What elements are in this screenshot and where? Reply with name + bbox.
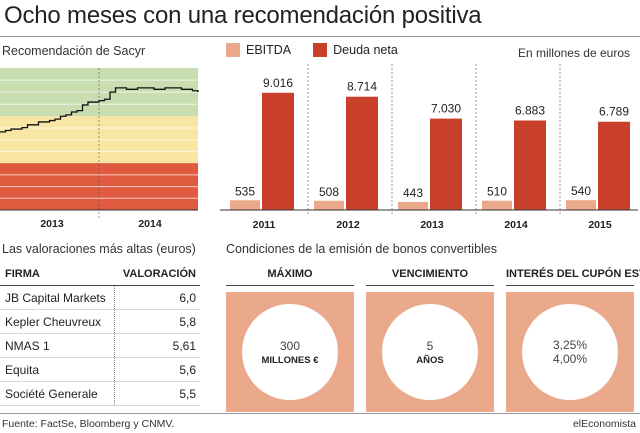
footer-divider bbox=[0, 413, 640, 414]
firm-cell: NMAS 1 bbox=[0, 333, 115, 358]
legend-swatch-debt bbox=[313, 43, 328, 57]
data-label-ebitda: 443 bbox=[403, 186, 423, 200]
data-label-ebitda: 508 bbox=[319, 185, 339, 199]
source-note: Fuente: FactSe, Bloomberg y CNMV. bbox=[2, 418, 175, 430]
data-label-ebitda: 540 bbox=[571, 184, 591, 198]
firm-cell: Equita bbox=[0, 357, 115, 382]
firm-cell: JB Capital Markets bbox=[0, 285, 115, 310]
data-label-debt: 6.883 bbox=[515, 104, 545, 118]
bar-debt-2014 bbox=[514, 120, 546, 210]
bar-ebitda-2015 bbox=[566, 200, 596, 210]
bond-card-box: 3,25% 4,00% bbox=[506, 292, 634, 412]
firm-cell: Société Generale bbox=[0, 381, 115, 406]
bar-chart-legend: EBITDA Deuda neta bbox=[226, 43, 412, 57]
legend-label-debt: Deuda neta bbox=[333, 43, 398, 57]
data-label-debt: 9.016 bbox=[263, 76, 293, 90]
valuation-cell: 5,8 bbox=[114, 309, 200, 334]
legend-item-debt: Deuda neta bbox=[313, 43, 398, 57]
legend-label-ebitda: EBITDA bbox=[246, 43, 292, 57]
x-tick-label: 2013 bbox=[420, 219, 444, 231]
x-tick-label: 2013 bbox=[40, 218, 64, 230]
x-tick-label: 2011 bbox=[253, 219, 276, 231]
valuations-table: FIRMA VALORACIÓN JB Capital Markets 6,0 … bbox=[0, 262, 200, 406]
page-title: Ocho meses con una recomendación positiv… bbox=[4, 2, 482, 29]
table-row: Kepler Cheuvreux 5,8 bbox=[0, 309, 200, 334]
firm-cell: Kepler Cheuvreux bbox=[0, 309, 115, 334]
bond-card-heading: VENCIMIENTO bbox=[366, 262, 494, 286]
sacyr-recommendation-chart: 2013 2014 bbox=[0, 68, 199, 230]
bond-card-coupon: INTERÉS DEL CUPÓN EST. 3,25% 4,00% bbox=[506, 262, 640, 412]
bar-ebitda-2014 bbox=[482, 200, 512, 210]
header-firm: FIRMA bbox=[0, 262, 115, 286]
data-label-debt: 8.714 bbox=[347, 80, 377, 94]
bar-debt-2011 bbox=[262, 92, 294, 210]
bond-card-circle: 300 MILLONES € bbox=[242, 304, 338, 400]
valuations-title: Las valoraciones más altas (euros) bbox=[2, 242, 196, 256]
sacyr-chart-title: Recomendación de Sacyr bbox=[2, 44, 146, 58]
valuation-cell: 5,6 bbox=[114, 357, 200, 382]
legend-swatch-ebitda bbox=[226, 43, 240, 57]
bond-card-value-2: 4,00% bbox=[552, 352, 588, 366]
valuation-cell: 5,5 bbox=[114, 381, 200, 406]
bond-card-box: 5 AÑOS bbox=[366, 292, 494, 412]
bond-card-value: 300 bbox=[279, 338, 301, 353]
data-label-ebitda: 510 bbox=[487, 185, 507, 199]
x-tick-label: 2014 bbox=[138, 218, 162, 230]
title-divider bbox=[0, 36, 640, 37]
table-row: Société Generale 5,5 bbox=[0, 381, 200, 406]
valuation-cell: 5,61 bbox=[114, 333, 200, 358]
table-row: NMAS 1 5,61 bbox=[0, 333, 200, 358]
bond-card-heading: MÁXIMO bbox=[226, 262, 354, 286]
data-label-debt: 6.789 bbox=[599, 105, 629, 119]
table-row: Equita 5,6 bbox=[0, 357, 200, 382]
valuations-header-row: FIRMA VALORACIÓN bbox=[0, 262, 200, 286]
x-tick-label: 2015 bbox=[588, 219, 612, 231]
bond-card-heading: INTERÉS DEL CUPÓN EST. bbox=[506, 262, 640, 286]
bar-debt-2015 bbox=[598, 121, 630, 210]
bond-card-value: 3,25% bbox=[552, 338, 588, 352]
x-tick-label: 2014 bbox=[504, 219, 528, 231]
ebitda-debt-bar-chart: 535 9.016 2011 508 8.714 2012 443 7.030 2013 510 6… bbox=[220, 64, 638, 231]
bond-card-maturity: VENCIMIENTO 5 AÑOS bbox=[366, 262, 494, 412]
header-valuation: VALORACIÓN bbox=[114, 262, 200, 286]
bond-card-unit: AÑOS bbox=[416, 354, 444, 366]
bond-card-circle: 5 AÑOS bbox=[382, 304, 478, 400]
x-tick-label: 2012 bbox=[336, 219, 360, 231]
bar-ebitda-2013 bbox=[398, 201, 428, 210]
bar-debt-2012 bbox=[346, 96, 378, 210]
bond-card-unit: MILLONES € bbox=[261, 354, 319, 366]
bond-card-maximum: MÁXIMO 300 MILLONES € bbox=[226, 262, 354, 412]
bond-card-box: 300 MILLONES € bbox=[226, 292, 354, 412]
bar-ebitda-2011 bbox=[230, 200, 260, 210]
bar-ebitda-2012 bbox=[314, 200, 344, 210]
bond-card-circle: 3,25% 4,00% bbox=[522, 304, 618, 400]
valuation-cell: 6,0 bbox=[114, 285, 200, 310]
data-label-debt: 7.030 bbox=[431, 102, 461, 116]
recommendation-line bbox=[0, 87, 199, 133]
bonds-title: Condiciones de la emisión de bonos conve… bbox=[226, 242, 497, 256]
data-label-ebitda: 535 bbox=[235, 184, 255, 198]
table-row: JB Capital Markets 6,0 bbox=[0, 285, 200, 310]
legend-item-ebitda: EBITDA bbox=[226, 43, 291, 57]
bar-debt-2013 bbox=[430, 118, 462, 210]
bond-card-value: 5 bbox=[426, 338, 434, 353]
units-note: En millones de euros bbox=[517, 46, 630, 60]
brand-logo: elEconomista bbox=[572, 418, 636, 430]
